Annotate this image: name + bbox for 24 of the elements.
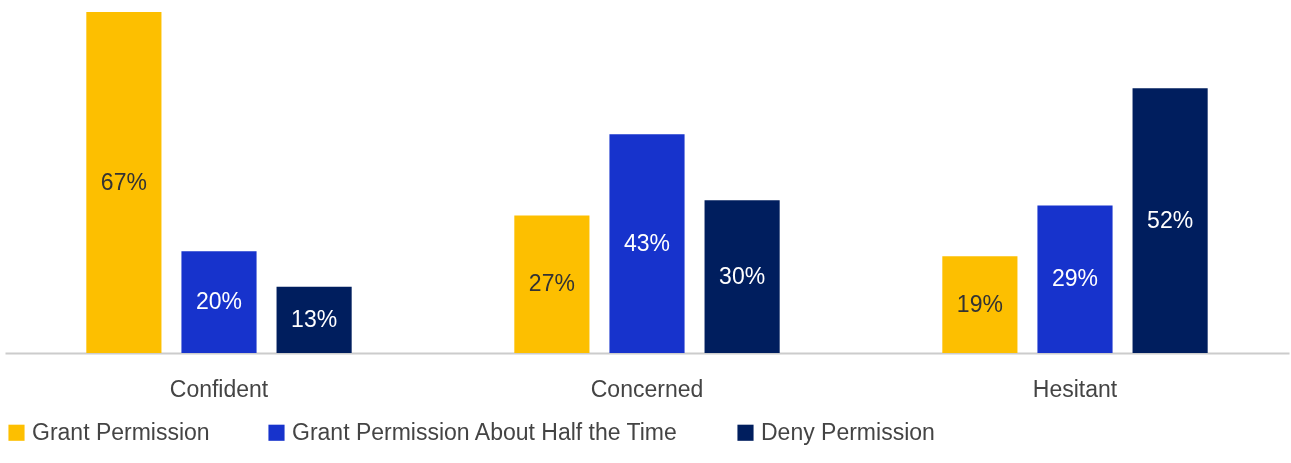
- x-tick-label: Hesitant: [1032, 375, 1118, 402]
- data-label: 27%: [528, 270, 575, 297]
- data-label: 29%: [1051, 265, 1099, 292]
- data-label: 13%: [291, 305, 338, 332]
- legend-label: Grant Permission About Half the Time: [292, 418, 677, 445]
- data-label: 30%: [719, 262, 766, 289]
- data-label: 52%: [1147, 206, 1194, 233]
- data-label: 67%: [100, 168, 147, 195]
- legend-label: Deny Permission: [761, 418, 935, 445]
- bar: [942, 256, 1018, 353]
- data-label: 19%: [956, 290, 1003, 317]
- bar: [276, 286, 352, 353]
- data-label: 43%: [623, 229, 671, 256]
- x-tick-label: Concerned: [590, 375, 704, 402]
- data-label: 20%: [195, 288, 243, 315]
- bar: [86, 12, 162, 353]
- bar: [1132, 88, 1208, 353]
- bar: [609, 134, 685, 353]
- x-tick-label: Confident: [169, 375, 269, 402]
- bar: [704, 200, 780, 353]
- bar: [181, 251, 257, 353]
- legend-label: Grant Permission: [32, 418, 210, 445]
- bar: [514, 215, 590, 353]
- bar: [1037, 205, 1113, 353]
